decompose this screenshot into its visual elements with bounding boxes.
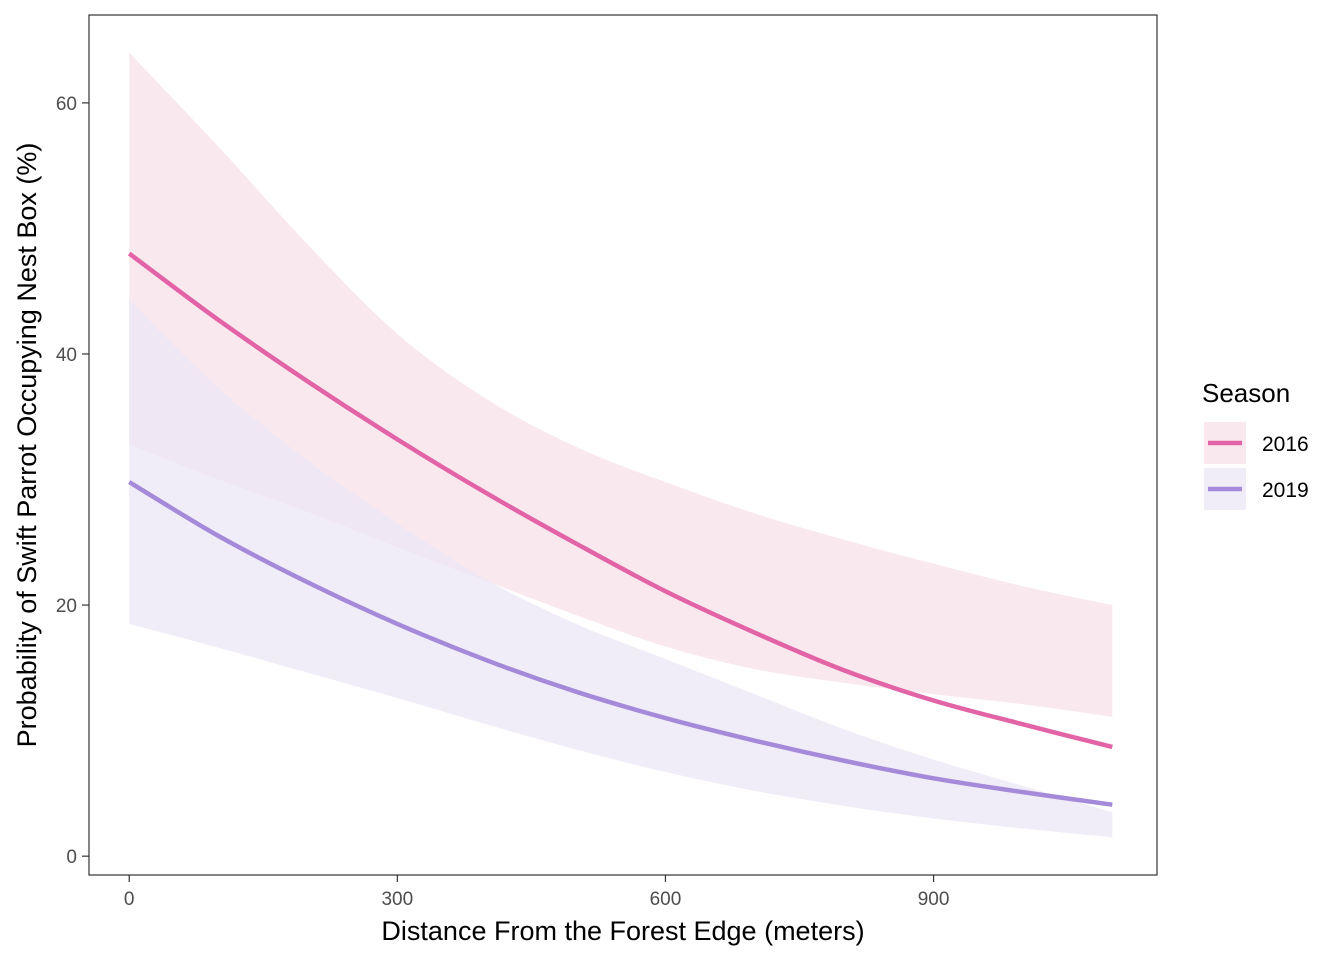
plot-panel-border bbox=[88, 14, 1158, 876]
confidence-band-2016 bbox=[129, 52, 1113, 717]
series-line-2019 bbox=[128, 480, 1113, 807]
legend: Season 2016 2019 bbox=[1202, 378, 1309, 510]
legend-label-2016: 2016 bbox=[1262, 433, 1309, 456]
y-tick-label: 60 bbox=[56, 94, 77, 115]
legend-title: Season bbox=[1202, 378, 1290, 408]
x-tick-label: 600 bbox=[650, 889, 682, 910]
y-axis: 0 20 40 60 bbox=[56, 94, 89, 868]
series-lines bbox=[127, 251, 1113, 807]
series-line-2016 bbox=[127, 251, 1113, 750]
x-axis-title: Distance From the Forest Edge (meters) bbox=[381, 916, 864, 946]
y-axis-title: Probability of Swift Parrot Occupying Ne… bbox=[12, 143, 42, 748]
confidence-band-2019 bbox=[129, 299, 1113, 838]
y-tick-label: 20 bbox=[56, 596, 77, 617]
legend-label-2019: 2019 bbox=[1262, 479, 1309, 502]
x-tick-label: 900 bbox=[918, 889, 950, 910]
x-tick-label: 300 bbox=[381, 889, 413, 910]
x-axis: 0 300 600 900 bbox=[124, 875, 949, 910]
confidence-bands bbox=[129, 52, 1113, 838]
x-tick-label: 0 bbox=[124, 889, 135, 910]
y-tick-label: 0 bbox=[66, 847, 77, 868]
y-tick-label: 40 bbox=[56, 345, 77, 366]
